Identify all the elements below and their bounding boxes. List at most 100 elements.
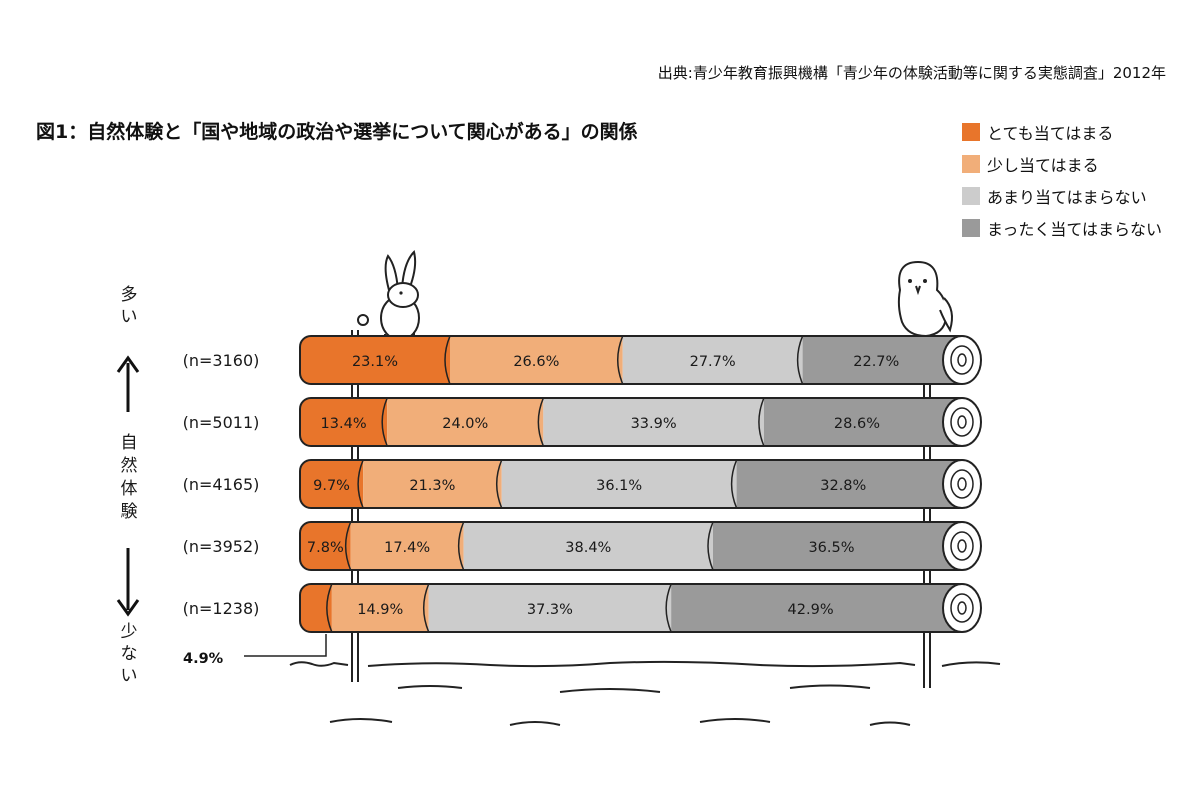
- chart-title: 図1：自然体験と「国や地域の政治や選挙について関心がある」の関係: [36, 121, 638, 143]
- ground-line: [509, 721, 561, 726]
- value-label: 37.3%: [527, 602, 573, 618]
- bar-segment: [350, 522, 464, 570]
- value-label: 26.6%: [513, 354, 559, 370]
- bar-segment: [300, 336, 450, 384]
- bar-row: (n=1238) 14.9% 37.3% 42.9%: [183, 583, 982, 633]
- log-ring-icon: [950, 469, 974, 499]
- bar-segment: [300, 522, 351, 570]
- legend-label: あまり当てはまらない: [987, 188, 1147, 207]
- log-ring-icon: [957, 601, 967, 615]
- segment-divider: [537, 397, 545, 447]
- value-label: 28.6%: [834, 416, 880, 432]
- legend-swatch: [962, 155, 980, 173]
- bar-segment: [331, 584, 429, 632]
- bar-segment: [450, 336, 623, 384]
- bar-segment: [463, 522, 713, 570]
- log-end-icon: [942, 459, 982, 509]
- legend-label: とても当てはまる: [987, 124, 1114, 143]
- ground-line: [869, 721, 911, 726]
- log-ring-icon: [950, 593, 974, 623]
- segment-divider: [381, 397, 388, 447]
- segment-divider: [344, 521, 352, 571]
- ground-line: [941, 661, 1001, 667]
- legend-swatch: [962, 123, 980, 141]
- bar-segment: [363, 460, 502, 508]
- category-label: (n=3952): [183, 537, 260, 556]
- bar-row: (n=4165) 9.7% 21.3% 36.1% 32.8%: [183, 459, 982, 509]
- log-ring-icon: [950, 531, 974, 561]
- legend-swatch: [962, 219, 980, 237]
- segment-divider: [730, 459, 738, 509]
- owl-icon: [897, 260, 953, 342]
- bar-segments: [300, 398, 970, 446]
- segment-divider: [326, 583, 333, 633]
- value-label: 36.5%: [808, 540, 854, 556]
- segment-divider: [758, 397, 765, 447]
- segment-divider: [665, 583, 672, 633]
- ground-line: [367, 660, 916, 668]
- bar-segment: [501, 460, 737, 508]
- bar-segment: [736, 460, 970, 508]
- ground-line: [789, 684, 871, 689]
- bar-segment: [763, 398, 970, 446]
- ground-line: [329, 718, 393, 723]
- bars: (n=3160) 23.1% 26.6% 27.7% 22.7% (n=5011) 13.4…: [183, 335, 982, 633]
- category-label: (n=1238): [183, 599, 260, 618]
- value-label: 17.4%: [384, 540, 430, 556]
- legend-swatch: [962, 187, 980, 205]
- legend-item: あまり当てはまらない: [962, 180, 1162, 212]
- bar-segments: [300, 522, 970, 570]
- segment-divider: [495, 459, 503, 509]
- value-label: 42.9%: [788, 602, 834, 618]
- arrow-up-icon: [116, 355, 140, 373]
- value-label: 27.7%: [690, 354, 736, 370]
- arrow-down-icon: [116, 599, 140, 617]
- category-label: (n=5011): [183, 413, 260, 432]
- bar-row: (n=5011) 13.4% 24.0% 33.9% 28.6%: [183, 397, 982, 447]
- value-label: 38.4%: [565, 540, 611, 556]
- value-label: 36.1%: [596, 478, 642, 494]
- callout-label: 4.9%: [183, 651, 224, 667]
- log-end-icon: [942, 521, 982, 571]
- value-label: 22.7%: [853, 354, 899, 370]
- log-ring-icon: [957, 415, 967, 429]
- axis-label: 自然体験: [121, 433, 138, 522]
- value-label: 14.9%: [357, 602, 403, 618]
- legend-item: 少し当てはまる: [962, 148, 1162, 180]
- bar-segment: [300, 398, 388, 446]
- ground-line: [289, 661, 349, 667]
- log-end-icon: [942, 397, 982, 447]
- value-label: 13.4%: [321, 416, 367, 432]
- bar-segment: [387, 398, 544, 446]
- axis-bottom-label: 少ない: [121, 622, 138, 686]
- log-end-icon: [942, 583, 982, 633]
- legend-label: まったく当てはまらない: [987, 220, 1163, 239]
- bar-segment: [543, 398, 764, 446]
- segment-divider: [796, 335, 804, 385]
- category-label: (n=4165): [183, 475, 260, 494]
- category-label: (n=3160): [183, 351, 260, 370]
- value-label: 24.0%: [442, 416, 488, 432]
- rabbit-icon: [357, 250, 420, 341]
- legend-item: まったく当てはまらない: [962, 212, 1162, 244]
- segment-divider: [357, 459, 364, 509]
- callout-leader: [244, 634, 327, 657]
- segment-divider: [457, 521, 465, 571]
- bar-segments: [300, 584, 970, 632]
- legend-item: とても当てはまる: [962, 116, 1162, 148]
- bar-row: (n=3160) 23.1% 26.6% 27.7% 22.7%: [183, 335, 982, 385]
- bar-segment: [671, 584, 970, 632]
- segment-divider: [422, 583, 430, 633]
- value-label: 23.1%: [352, 354, 398, 370]
- bar-segment: [712, 522, 970, 570]
- bar-row: (n=3952) 7.8% 17.4% 38.4% 36.5%: [183, 521, 982, 571]
- ground-line: [397, 685, 463, 689]
- value-label: 21.3%: [409, 478, 455, 494]
- segment-divider: [707, 521, 714, 571]
- log-end-icon: [942, 335, 982, 385]
- value-label: 32.8%: [820, 478, 866, 494]
- log-ring-icon: [950, 345, 974, 375]
- legend: とても当てはまる 少し当てはまる あまり当てはまらない まったく当てはまらない: [962, 116, 1162, 244]
- segment-divider: [444, 335, 451, 385]
- segment-divider: [616, 335, 624, 385]
